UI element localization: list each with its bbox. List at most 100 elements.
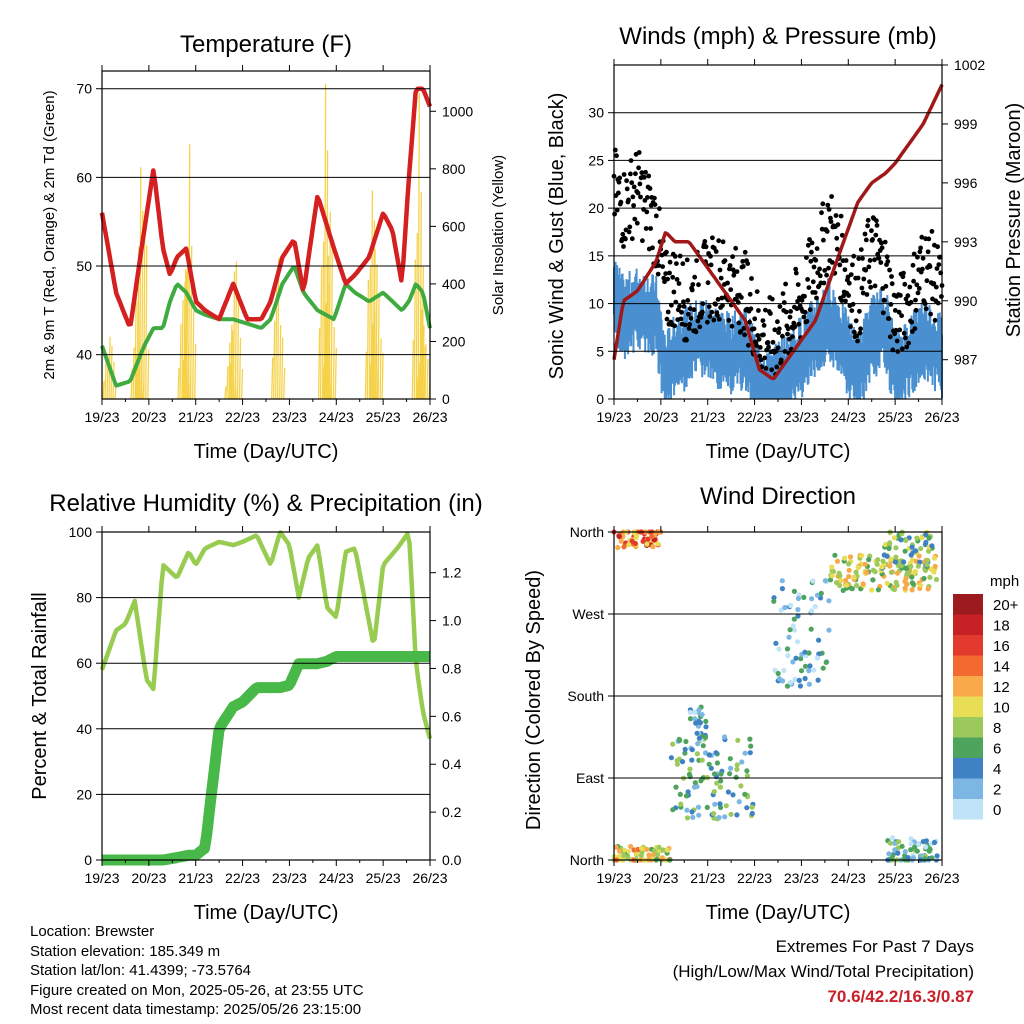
- direction-point: [690, 814, 696, 821]
- y-right-tick-label: 0.0: [442, 852, 462, 868]
- gust-point: [805, 277, 810, 282]
- direction-point: [696, 812, 702, 818]
- direction-point: [694, 751, 701, 757]
- direction-point: [798, 656, 804, 662]
- direction-point: [613, 844, 619, 850]
- direction-point: [888, 569, 895, 575]
- gust-point: [901, 270, 906, 276]
- gust-point: [837, 262, 843, 268]
- gust-point: [639, 170, 645, 176]
- gust-point: [632, 216, 638, 222]
- speed-legend: mph 20+ 18 16 14 12 10 8 6 4 2 0: [953, 573, 1019, 820]
- direction-point: [918, 545, 924, 552]
- direction-point: [892, 559, 899, 565]
- direction-point: [678, 801, 684, 807]
- x-tick-label: 26/23: [412, 409, 447, 425]
- direction-point: [887, 840, 894, 846]
- gust-point: [705, 319, 710, 325]
- direction-point: [689, 809, 695, 815]
- gust-point: [889, 274, 894, 279]
- gust-point: [757, 353, 763, 359]
- direction-point: [843, 577, 849, 583]
- gust-point: [917, 249, 923, 255]
- gust-point: [884, 254, 890, 260]
- y-right-tick-label: 987: [954, 352, 978, 368]
- gust-point: [765, 340, 771, 345]
- direction-point: [696, 735, 703, 741]
- gust-point: [751, 326, 757, 332]
- gust-point: [935, 244, 940, 250]
- direction-point: [795, 607, 801, 613]
- y-right-tick-label: 800: [442, 161, 466, 177]
- direction-point: [890, 586, 896, 592]
- direction-point: [790, 659, 796, 665]
- gust-point: [903, 335, 908, 341]
- direction-point: [742, 791, 748, 797]
- gust-point: [790, 334, 795, 339]
- gust-point: [865, 217, 871, 223]
- direction-point: [787, 627, 793, 633]
- direction-point: [924, 557, 931, 564]
- direction-point: [797, 683, 804, 689]
- y-right-tick-label: 600: [442, 218, 466, 234]
- gust-point: [889, 281, 895, 287]
- legend-label: 0: [993, 802, 1001, 819]
- y-tick-label: North: [570, 524, 604, 540]
- gust-point: [899, 346, 905, 352]
- gust-point: [869, 228, 874, 234]
- extremes-title: Extremes For Past 7 Days: [775, 937, 974, 956]
- gust-point: [814, 295, 819, 301]
- direction-point: [928, 566, 934, 572]
- direction-point: [832, 552, 838, 558]
- direction-point: [908, 841, 914, 847]
- recent-timestamp: Most recent data timestamp: 2025/05/26 2…: [30, 1001, 362, 1018]
- gust-point: [839, 298, 845, 303]
- gust-point: [648, 226, 653, 231]
- y-right-tick-label: 993: [954, 234, 978, 250]
- gust-point: [685, 298, 691, 303]
- gust-point: [873, 232, 879, 238]
- gust-point: [761, 332, 766, 338]
- station-elevation: Station elevation: 185.349 m: [30, 942, 221, 960]
- direction-point: [918, 853, 925, 859]
- direction-point: [744, 805, 750, 811]
- gust-point: [846, 293, 851, 298]
- gust-point: [664, 316, 670, 322]
- direction-point: [908, 552, 914, 558]
- direction-point: [910, 581, 916, 587]
- gust-point: [904, 344, 910, 350]
- gust-point: [749, 276, 754, 281]
- gust-point: [838, 213, 844, 219]
- gust-point: [670, 274, 676, 280]
- gust-point: [843, 298, 848, 304]
- winds-plot-area: [611, 83, 945, 399]
- gust-point: [774, 364, 780, 370]
- gust-point: [621, 244, 626, 249]
- direction-point: [927, 847, 933, 853]
- gust-point: [756, 308, 761, 313]
- direction-point: [677, 791, 683, 798]
- direction-point: [802, 675, 808, 682]
- gust-point: [695, 318, 701, 324]
- gust-point: [900, 274, 906, 280]
- direction-point: [903, 537, 909, 544]
- direction-point: [864, 569, 870, 576]
- x-tick-label: 25/23: [366, 409, 401, 425]
- gust-point: [636, 150, 642, 155]
- gust-point: [839, 232, 845, 238]
- x-tick-label: 19/23: [596, 409, 631, 425]
- gust-point: [709, 309, 715, 315]
- direction-point: [674, 761, 681, 767]
- direction-point: [891, 535, 898, 541]
- direction-point: [621, 852, 627, 858]
- y-right-tick-label: 1002: [954, 57, 985, 73]
- gust-point: [616, 190, 621, 196]
- direction-point: [887, 563, 893, 569]
- direction-point: [722, 814, 728, 820]
- direction-point: [917, 582, 924, 588]
- gust-point: [794, 306, 800, 312]
- gust-point: [643, 169, 648, 175]
- gust-point: [739, 295, 744, 300]
- gust-point: [710, 235, 715, 241]
- direction-point: [683, 793, 690, 799]
